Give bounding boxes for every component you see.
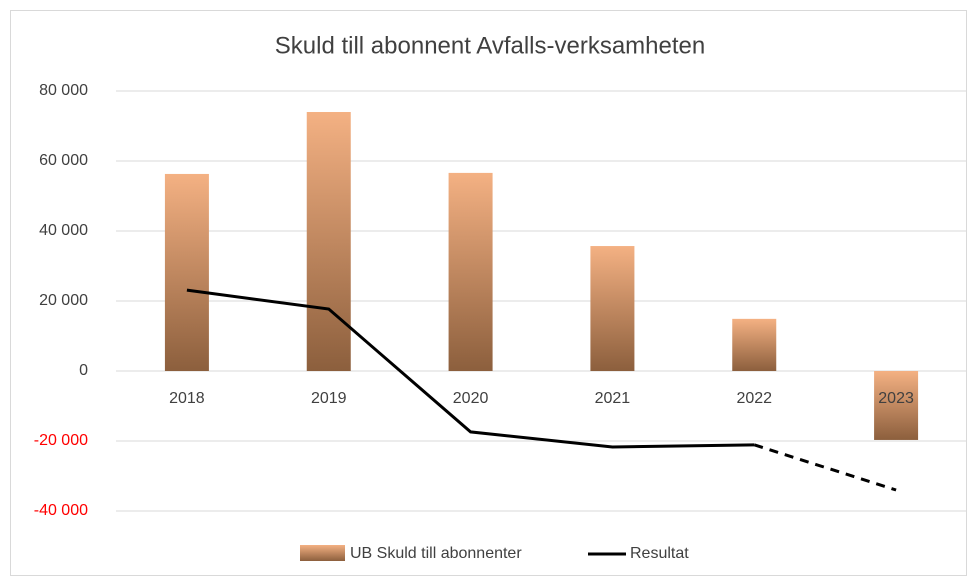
line bbox=[753, 443, 897, 492]
x-tick-label: 2018 bbox=[169, 390, 205, 407]
x-tick-label: 2023 bbox=[878, 390, 914, 407]
x-tick-label: 2021 bbox=[595, 390, 631, 407]
y-tick-label: 0 bbox=[79, 362, 88, 379]
y-tick-label: 20 000 bbox=[39, 292, 88, 309]
legend-label: UB Skuld till abonnenter bbox=[350, 545, 522, 562]
y-tick-label: 60 000 bbox=[39, 152, 88, 169]
bar bbox=[590, 246, 635, 371]
bar bbox=[732, 318, 777, 371]
chart-title: Skuld till abonnent Avfalls-verksamheten bbox=[275, 32, 705, 59]
y-tick-label: 80 000 bbox=[39, 82, 88, 99]
y-tick-label: 40 000 bbox=[39, 222, 88, 239]
bar bbox=[448, 172, 493, 371]
bar bbox=[164, 173, 209, 371]
y-tick-label: -40 000 bbox=[34, 502, 88, 519]
bar bbox=[306, 112, 351, 371]
legend-swatch bbox=[300, 545, 345, 561]
x-tick-label: 2019 bbox=[311, 390, 347, 407]
legend-label: Resultat bbox=[630, 545, 689, 562]
x-tick-label: 2020 bbox=[453, 390, 489, 407]
line bbox=[186, 288, 755, 449]
x-tick-label: 2022 bbox=[736, 390, 772, 407]
bar bbox=[874, 371, 919, 440]
y-tick-label: -20 000 bbox=[34, 432, 88, 449]
